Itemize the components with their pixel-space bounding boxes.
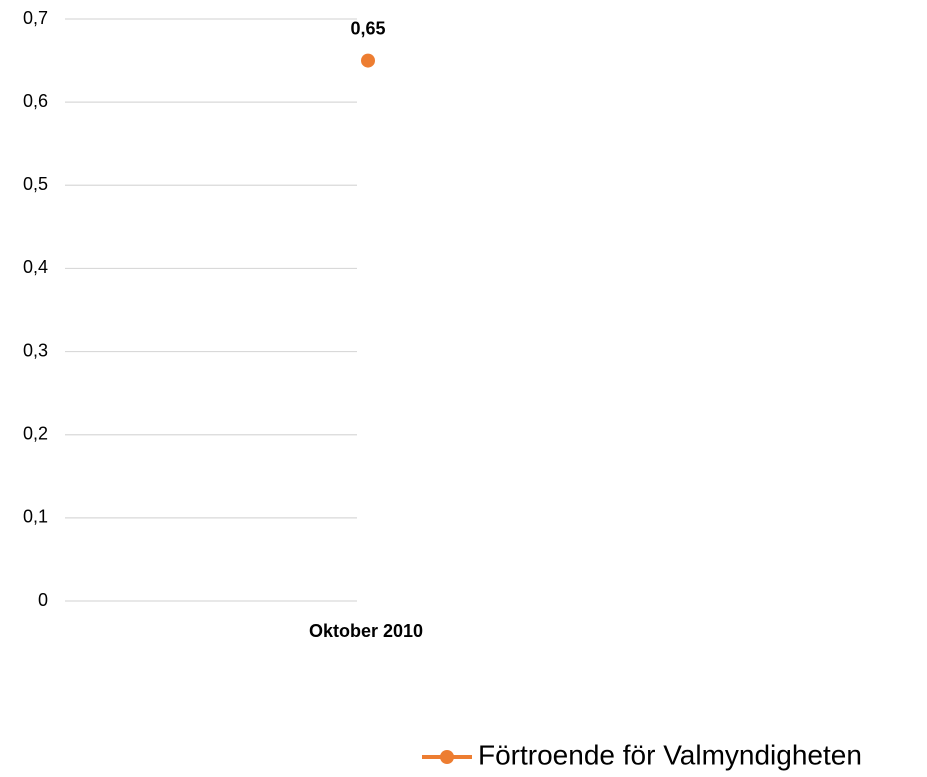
y-tick-label: 0,2 xyxy=(23,423,48,443)
y-tick-label: 0,7 xyxy=(23,8,48,28)
y-tick-label: 0,6 xyxy=(23,91,48,111)
data-point xyxy=(361,53,375,68)
x-tick-label: Oktober 2010 xyxy=(309,621,423,641)
y-tick-label: 0,4 xyxy=(23,257,48,277)
legend-marker xyxy=(440,750,454,764)
legend-label: Förtroende för Valmyndigheten xyxy=(478,739,862,770)
y-tick-label: 0,5 xyxy=(23,174,48,194)
data-label: 0,65 xyxy=(350,18,385,38)
y-tick-label: 0,1 xyxy=(23,507,48,527)
y-tick-label: 0,3 xyxy=(23,340,48,360)
y-tick-label: 0 xyxy=(38,590,48,610)
